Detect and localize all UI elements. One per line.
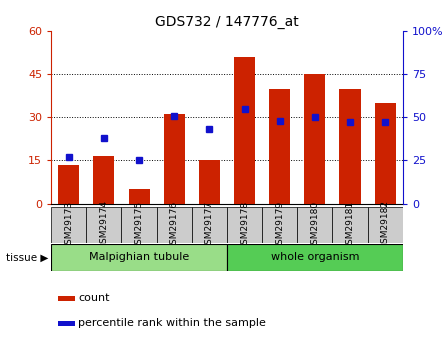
Bar	[121, 207, 157, 243]
Bar	[332, 207, 368, 243]
Bar	[58, 296, 75, 301]
Bar	[51, 207, 86, 243]
Bar	[375, 103, 396, 204]
Text: tissue ▶: tissue ▶	[6, 253, 49, 262]
Bar	[93, 156, 114, 204]
Text: GSM29174: GSM29174	[99, 200, 109, 249]
Bar	[58, 165, 79, 204]
Bar	[129, 189, 150, 204]
Text: GSM29178: GSM29178	[240, 200, 249, 249]
Bar	[269, 89, 290, 204]
Text: Malpighian tubule: Malpighian tubule	[89, 253, 189, 262]
Bar	[86, 207, 121, 243]
Bar	[157, 207, 192, 243]
Text: GSM29181: GSM29181	[345, 200, 355, 249]
Bar	[58, 321, 75, 326]
Text: GSM29180: GSM29180	[310, 200, 320, 249]
Text: percentile rank within the sample: percentile rank within the sample	[78, 318, 266, 327]
Bar	[297, 207, 332, 243]
Text: GSM29182: GSM29182	[380, 200, 390, 249]
Bar	[368, 207, 403, 243]
Text: GSM29173: GSM29173	[64, 200, 73, 249]
Bar	[199, 160, 220, 204]
Bar	[340, 89, 360, 204]
Text: GSM29177: GSM29177	[205, 200, 214, 249]
Bar	[262, 207, 297, 243]
Text: count: count	[78, 293, 109, 303]
Text: GSM29176: GSM29176	[170, 200, 179, 249]
Text: GSM29179: GSM29179	[275, 200, 284, 249]
Bar	[227, 244, 403, 271]
Text: GSM29175: GSM29175	[134, 200, 144, 249]
Bar	[234, 57, 255, 204]
Text: whole organism: whole organism	[271, 253, 359, 262]
Bar	[192, 207, 227, 243]
Bar	[304, 74, 325, 204]
Title: GDS732 / 147776_at: GDS732 / 147776_at	[155, 14, 299, 29]
Bar	[51, 244, 227, 271]
Bar	[227, 207, 262, 243]
Bar	[164, 115, 185, 204]
